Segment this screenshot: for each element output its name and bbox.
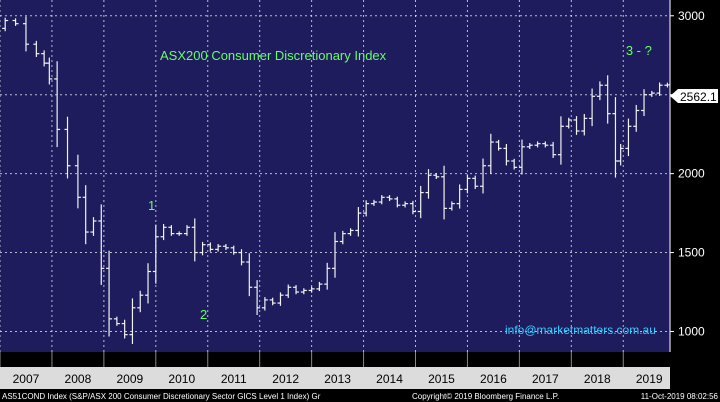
y-tick-label: 2000 — [678, 167, 705, 181]
x-tick-label: 2019 — [636, 372, 663, 386]
x-tick-label: 2010 — [168, 372, 195, 386]
axis-background — [670, 0, 720, 352]
last-value-marker — [670, 89, 718, 103]
x-tick-label: 2016 — [480, 372, 507, 386]
watermark: info@marketmatters.com.au — [505, 323, 656, 337]
x-axis-band — [0, 367, 670, 389]
footer-right: 11-Oct-2019 08:02:56 — [641, 392, 719, 401]
x-tick-label: 2015 — [428, 372, 455, 386]
plot-background — [0, 0, 670, 352]
x-tick-label: 2011 — [221, 372, 247, 386]
x-tick-label: 2017 — [532, 372, 559, 386]
price-bars — [2, 16, 671, 345]
grid-lines — [0, 0, 670, 352]
x-tick-label: 2009 — [116, 372, 143, 386]
x-tick-label: 2012 — [272, 372, 299, 386]
wave-label: 2 — [200, 307, 207, 322]
annotations: 1 2 3 - ? — [148, 43, 652, 322]
x-tick-label: 2007 — [13, 372, 40, 386]
last-value-label: 2562.1 — [680, 90, 717, 104]
y-tick-label: 1000 — [678, 324, 705, 338]
wave-label: 3 - ? — [626, 43, 652, 58]
x-tick-label: 2013 — [324, 372, 351, 386]
x-tick-label: 2008 — [65, 372, 92, 386]
footer-mid: Copyright© 2019 Bloomberg Finance L.P. — [412, 392, 559, 401]
x-tick-label: 2018 — [584, 372, 611, 386]
footer-left: AS51COND Index (S&P/ASX 200 Consumer Dis… — [2, 392, 321, 401]
y-tick-label: 3000 — [678, 9, 705, 23]
x-axis: 2007 2008 2009 2010 2011 2012 2013 2014 2015 2016… — [0, 352, 663, 386]
x-tick-label: 2014 — [376, 372, 403, 386]
wave-label: 1 — [148, 198, 155, 213]
y-tick-label: 1500 — [678, 246, 705, 260]
chart-title: ASX200 Consumer Discretionary Index — [160, 48, 387, 63]
last-value-tag: 2562.1 — [670, 89, 718, 104]
